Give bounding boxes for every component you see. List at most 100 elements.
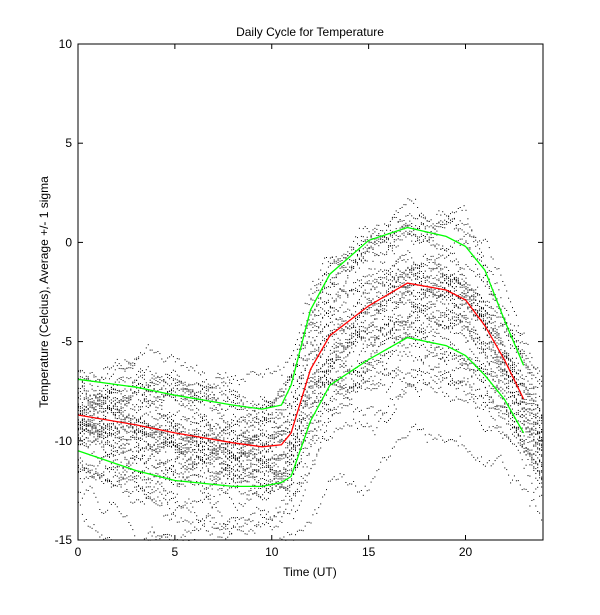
scatter-point: [432, 294, 434, 296]
scatter-point: [469, 296, 471, 298]
scatter-point: [143, 398, 145, 400]
scatter-point: [535, 422, 537, 424]
scatter-point: [490, 293, 492, 295]
scatter-point: [134, 438, 136, 440]
scatter-point: [405, 224, 407, 226]
scatter-point: [411, 326, 413, 328]
scatter-point: [120, 439, 122, 441]
scatter-point: [517, 409, 519, 411]
scatter-point: [453, 344, 455, 346]
scatter-point: [231, 439, 233, 441]
scatter-point: [345, 339, 347, 340]
scatter-point: [244, 470, 246, 472]
scatter-point: [155, 500, 157, 502]
scatter-point: [89, 433, 91, 435]
scatter-point: [198, 384, 200, 386]
scatter-point: [438, 434, 440, 436]
scatter-point: [471, 294, 473, 296]
scatter-point: [105, 479, 107, 481]
scatter-point: [229, 379, 231, 381]
scatter-point: [473, 295, 475, 297]
scatter-point: [519, 376, 521, 378]
scatter-point: [411, 257, 413, 259]
scatter-point: [300, 414, 302, 416]
scatter-point: [114, 399, 116, 401]
scatter-point: [202, 416, 203, 418]
scatter-point: [347, 484, 349, 486]
scatter-point: [89, 440, 91, 442]
scatter-point: [380, 330, 382, 332]
scatter-point: [254, 532, 256, 534]
scatter-point: [271, 484, 273, 486]
scatter-point: [112, 407, 114, 409]
scatter-point: [419, 307, 420, 309]
scatter-point: [171, 465, 172, 466]
scatter-point: [347, 405, 349, 407]
scatter-point: [174, 382, 176, 384]
scatter-point: [331, 361, 333, 362]
scatter-point: [287, 475, 289, 477]
scatter-point: [523, 361, 525, 363]
scatter-point: [89, 401, 91, 403]
scatter-point: [419, 429, 420, 430]
scatter-point: [213, 478, 215, 480]
scatter-point: [477, 311, 479, 313]
scatter-point: [395, 286, 397, 288]
scatter-point: [116, 451, 118, 453]
scatter-point: [89, 394, 91, 396]
scatter-point: [382, 308, 384, 310]
scatter-point: [269, 459, 271, 461]
scatter-point: [184, 384, 186, 386]
scatter-point: [500, 375, 502, 377]
scatter-point: [380, 276, 382, 278]
scatter-point: [374, 434, 376, 436]
scatter-point: [105, 431, 107, 433]
scatter-point: [165, 441, 167, 443]
scatter-point: [432, 293, 434, 295]
scatter-point: [79, 478, 81, 480]
scatter-point: [192, 391, 194, 393]
scatter-point: [401, 316, 403, 318]
scatter-point: [403, 204, 405, 206]
scatter-point: [343, 346, 345, 348]
scatter-point: [395, 274, 397, 276]
scatter-point: [132, 395, 134, 397]
scatter-point: [457, 306, 459, 308]
scatter-point: [368, 312, 370, 314]
scatter-point: [515, 401, 517, 403]
scatter-point: [455, 305, 457, 307]
scatter-point: [110, 444, 112, 446]
scatter-point: [97, 435, 99, 437]
scatter-point: [397, 221, 399, 223]
scatter-point: [440, 353, 442, 355]
scatter-point: [422, 214, 424, 216]
scatter-point: [531, 449, 533, 451]
scatter-point: [275, 422, 277, 424]
scatter-point: [473, 289, 475, 291]
scatter-point: [362, 347, 364, 349]
scatter-point: [151, 374, 153, 376]
scatter-point: [358, 421, 360, 423]
scatter-point: [236, 529, 238, 531]
scatter-point: [461, 358, 463, 359]
scatter-point: [502, 354, 504, 355]
scatter-point: [368, 362, 370, 363]
scatter-point: [372, 305, 374, 307]
scatter-point: [271, 458, 273, 460]
scatter-point: [180, 388, 182, 390]
scatter-point: [262, 464, 264, 466]
scatter-point: [345, 342, 347, 343]
scatter-point: [295, 425, 296, 427]
scatter-point: [324, 371, 326, 373]
scatter-point: [386, 459, 388, 461]
scatter-point: [382, 327, 384, 329]
scatter-point: [265, 463, 267, 465]
scatter-point: [393, 287, 395, 289]
scatter-point: [300, 429, 302, 431]
scatter-point: [143, 428, 145, 430]
scatter-point: [171, 446, 172, 448]
scatter-point: [134, 422, 136, 424]
scatter-point: [380, 292, 382, 294]
scatter-point: [203, 453, 205, 455]
scatter-point: [141, 438, 143, 440]
